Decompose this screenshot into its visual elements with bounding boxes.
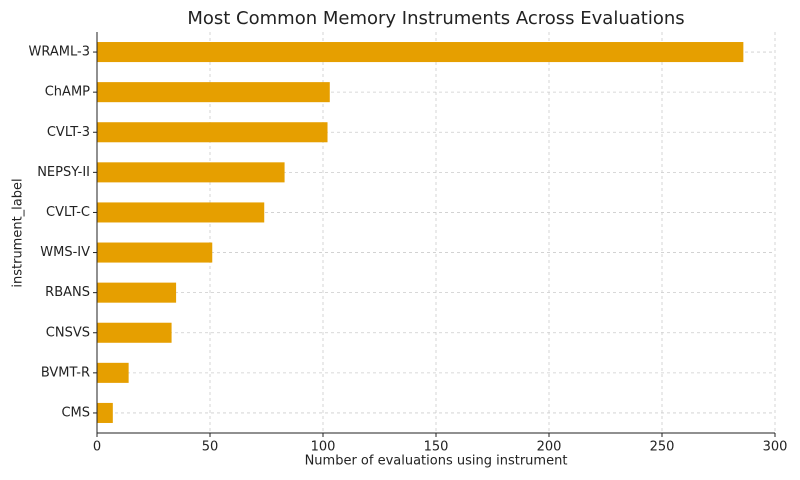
x-tick-label: 150 xyxy=(424,440,449,455)
x-tick-label: 250 xyxy=(650,440,675,455)
bar xyxy=(97,402,113,423)
bar xyxy=(97,362,129,383)
y-tick-label: BVMT-R xyxy=(41,365,90,380)
bar xyxy=(97,242,213,263)
x-tick-label: 50 xyxy=(202,440,219,455)
x-tick-label: 300 xyxy=(763,440,788,455)
bar xyxy=(97,202,265,223)
y-tick-label: CVLT-3 xyxy=(47,125,90,140)
bar xyxy=(97,162,285,183)
y-tick-label: ChAMP xyxy=(45,85,90,100)
y-tick-label: RBANS xyxy=(45,285,90,300)
y-tick-label: WRAML-3 xyxy=(29,45,90,60)
y-tick-label: CMS xyxy=(61,405,90,420)
y-tick-label: CNSVS xyxy=(46,325,90,340)
x-tick-label: 100 xyxy=(311,440,336,455)
y-tick-label: CVLT-C xyxy=(46,205,90,220)
bar xyxy=(97,42,744,63)
x-tick-label: 0 xyxy=(93,440,101,455)
bar xyxy=(97,282,177,303)
chart-title: Most Common Memory Instruments Across Ev… xyxy=(187,8,684,29)
x-tick-label: 200 xyxy=(537,440,562,455)
y-axis-label: instrument_label xyxy=(11,178,26,287)
x-axis-label: Number of evaluations using instrument xyxy=(305,454,568,469)
bar xyxy=(97,322,172,343)
y-tick-label: NEPSY-II xyxy=(37,165,90,180)
y-tick-label: WMS-IV xyxy=(40,245,90,260)
bar xyxy=(97,82,330,103)
bar xyxy=(97,122,328,143)
